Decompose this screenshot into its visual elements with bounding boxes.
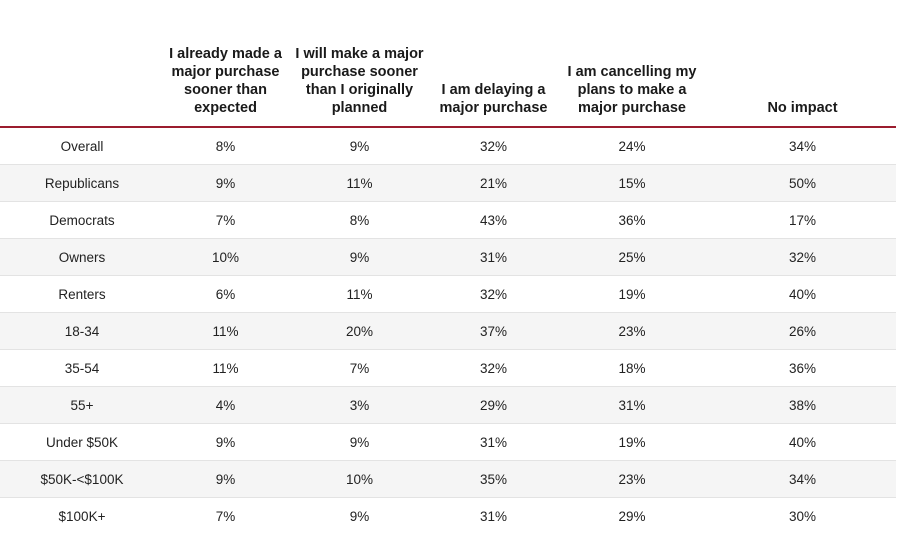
table-cell: 31% xyxy=(555,386,709,424)
header-row: I already made a major purchase sooner t… xyxy=(0,0,896,128)
table-cell: 21% xyxy=(432,164,555,202)
row-label: Owners xyxy=(0,238,164,276)
table-row: Under $50K 9% 9% 31% 19% 40% xyxy=(0,423,896,461)
table-cell: 40% xyxy=(709,275,896,313)
table-row: 55+ 4% 3% 29% 31% 38% xyxy=(0,386,896,424)
table-cell: 11% xyxy=(164,312,287,350)
table-cell: 31% xyxy=(432,423,555,461)
table-header: I already made a major purchase sooner t… xyxy=(0,0,896,128)
table-cell: 8% xyxy=(287,201,432,239)
column-header-blank xyxy=(0,0,164,128)
table-row: $50K-<$100K 9% 10% 35% 23% 34% xyxy=(0,460,896,498)
table-cell: 20% xyxy=(287,312,432,350)
table-cell: 18% xyxy=(555,349,709,387)
table-cell: 17% xyxy=(709,201,896,239)
table-cell: 7% xyxy=(164,201,287,239)
table-cell: 7% xyxy=(287,349,432,387)
table-cell: 50% xyxy=(709,164,896,202)
table-row: Democrats 7% 8% 43% 36% 17% xyxy=(0,201,896,239)
table-cell: 9% xyxy=(164,423,287,461)
row-label: 18-34 xyxy=(0,312,164,350)
table-cell: 6% xyxy=(164,275,287,313)
row-label: Democrats xyxy=(0,201,164,239)
table-row: $100K+ 7% 9% 31% 29% 30% xyxy=(0,498,896,535)
row-label: $50K-<$100K xyxy=(0,460,164,498)
row-label: 35-54 xyxy=(0,349,164,387)
row-label: Under $50K xyxy=(0,423,164,461)
table-body: Overall 8% 9% 32% 24% 34% Republicans 9% 11% 21% 1… xyxy=(0,127,896,534)
column-header: I already made a major purchase sooner t… xyxy=(164,0,287,128)
table-cell: 9% xyxy=(164,164,287,202)
table-cell: 10% xyxy=(287,460,432,498)
table-cell: 38% xyxy=(709,386,896,424)
table-cell: 32% xyxy=(432,275,555,313)
table-row: Overall 8% 9% 32% 24% 34% xyxy=(0,127,896,165)
column-header: I am delaying a major purchase xyxy=(432,0,555,128)
table-row: Owners 10% 9% 31% 25% 32% xyxy=(0,238,896,276)
table-cell: 29% xyxy=(618,508,646,524)
table-cell: 23% xyxy=(555,460,709,498)
table-cell: 11% xyxy=(287,275,432,313)
table-cell: 19% xyxy=(555,275,709,313)
row-label: Republicans xyxy=(0,164,164,202)
column-header: I am cancelling my plans to make a major… xyxy=(555,0,709,128)
table-cell: 9% xyxy=(164,460,287,498)
table-cell: 36% xyxy=(709,349,896,387)
column-header: No impact xyxy=(709,0,896,128)
table-cell: 9% xyxy=(287,127,432,165)
table-cell: 25% xyxy=(555,238,709,276)
table-cell: 35% xyxy=(432,460,555,498)
table-cell: 36% xyxy=(555,201,709,239)
row-label: Overall xyxy=(0,127,164,165)
table-cell: 32% xyxy=(432,127,555,165)
table-cell: 19% xyxy=(555,423,709,461)
table-cell: 34% xyxy=(709,127,896,165)
table-cell: 3% xyxy=(287,386,432,424)
table-cell: 23% xyxy=(555,312,709,350)
table-cell: 40% xyxy=(709,423,896,461)
row-label: Renters xyxy=(0,275,164,313)
table-cell: 29% xyxy=(432,386,555,424)
row-label: 55+ xyxy=(0,386,164,424)
table-cell: 9% xyxy=(287,423,432,461)
table-cell: 30% xyxy=(788,508,817,524)
table-cell: 26% xyxy=(709,312,896,350)
table-cell: 7% xyxy=(215,508,236,524)
column-header: I will make a major purchase sooner than… xyxy=(287,0,432,128)
table-cell: 9% xyxy=(287,238,432,276)
table-cell: 43% xyxy=(432,201,555,239)
table-row: 18-34 11% 20% 37% 23% 26% xyxy=(0,312,896,350)
table-cell: 32% xyxy=(432,349,555,387)
row-label: $100K+ xyxy=(58,508,106,524)
table-cell: 34% xyxy=(709,460,896,498)
table-cell: 11% xyxy=(164,349,287,387)
table-cell: 11% xyxy=(287,164,432,202)
table-row: 35-54 11% 7% 32% 18% 36% xyxy=(0,349,896,387)
table-cell: 24% xyxy=(555,127,709,165)
table-cell: 15% xyxy=(555,164,709,202)
table-cell: 32% xyxy=(709,238,896,276)
table-cell: 10% xyxy=(164,238,287,276)
table-cell: 9% xyxy=(349,508,370,524)
table-cell: 31% xyxy=(432,238,555,276)
table-cell: 8% xyxy=(164,127,287,165)
table-cell: 4% xyxy=(164,386,287,424)
table-row: Republicans 9% 11% 21% 15% 50% xyxy=(0,164,896,202)
table-cell: 37% xyxy=(432,312,555,350)
table-cell: 31% xyxy=(479,508,508,524)
table-row: Renters 6% 11% 32% 19% 40% xyxy=(0,275,896,313)
